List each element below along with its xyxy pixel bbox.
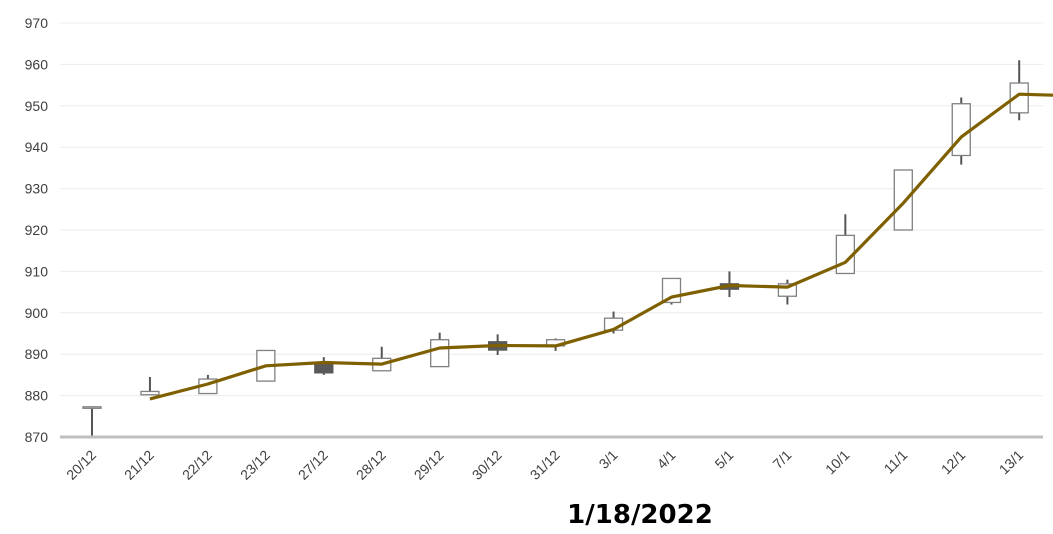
candle-body	[314, 363, 334, 374]
candle-body	[430, 339, 450, 368]
x-tick-label: 30/12	[469, 447, 505, 483]
x-tick-label: 28/12	[353, 447, 389, 483]
x-tick-label: 23/12	[237, 447, 273, 483]
y-tick-label: 930	[25, 181, 49, 197]
x-tick-label: 22/12	[179, 447, 215, 483]
x-tick-label: 29/12	[411, 447, 447, 483]
x-tick-label: 10/1	[822, 447, 853, 478]
x-tick-label: 5/1	[711, 447, 736, 472]
candle-body	[1009, 82, 1029, 114]
x-tick-label: 20/12	[63, 447, 99, 483]
y-tick-label: 900	[25, 305, 49, 321]
date-caption: 1/18/2022	[567, 500, 713, 530]
x-tick-label: 21/12	[121, 447, 157, 483]
y-tick-label: 940	[25, 139, 49, 155]
y-axis-ticks: 870 880 890 900 910 920 930 940 950 960 970	[25, 15, 49, 445]
x-tick-label: 12/1	[938, 447, 969, 478]
x-tick-label: 4/1	[654, 447, 679, 472]
candles	[82, 60, 1029, 437]
x-tick-label: 11/1	[881, 447, 911, 477]
y-tick-label: 910	[25, 263, 49, 279]
x-tick-label: 3/1	[596, 447, 621, 472]
moving-average	[149, 92, 1053, 401]
y-tick-label: 880	[25, 388, 49, 404]
candle-body	[82, 406, 102, 409]
x-tick-label: 31/12	[527, 447, 563, 483]
y-tick-label: 920	[25, 222, 49, 238]
candle-body	[951, 103, 971, 157]
y-tick-label: 960	[25, 56, 49, 72]
x-tick-label: 27/12	[295, 447, 331, 483]
y-tick-label: 970	[25, 15, 49, 31]
y-tick-label: 890	[25, 346, 49, 362]
candle-body	[893, 169, 913, 231]
gridlines	[60, 22, 1043, 397]
y-tick-label: 870	[25, 429, 49, 445]
moving-average-line	[149, 92, 1053, 401]
x-tick-label: 13/1	[996, 447, 1027, 478]
candle-body	[140, 390, 160, 396]
x-axis-ticks: 20/12 21/12 22/12 23/12 27/12 28/12 29/12 30/12…	[63, 447, 1027, 483]
x-tick-label: 7/1	[769, 447, 794, 472]
y-tick-label: 950	[25, 98, 49, 114]
